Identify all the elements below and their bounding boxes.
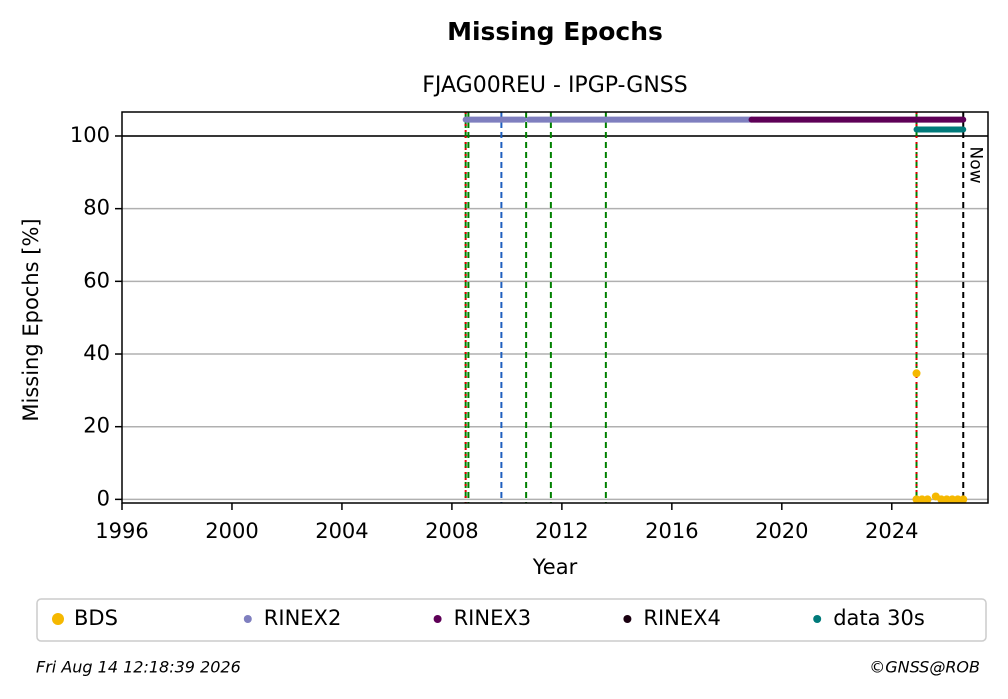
y-tick-label: 100 xyxy=(70,123,110,147)
legend-label: RINEX4 xyxy=(643,606,721,630)
data-point xyxy=(912,369,921,378)
x-axis-label: Year xyxy=(532,555,578,579)
y-tick-label: 60 xyxy=(83,268,110,292)
legend-label: RINEX3 xyxy=(454,606,532,630)
legend-marker xyxy=(243,615,252,623)
legend-label: RINEX2 xyxy=(264,606,342,630)
chart-subtitle: FJAG00REU - IPGP-GNSS xyxy=(422,73,687,98)
y-tick-label: 0 xyxy=(97,486,110,510)
footer-date: Fri Aug 14 12:18:39 2026 xyxy=(36,658,241,677)
legend-marker xyxy=(433,615,442,623)
data-point xyxy=(942,495,951,504)
x-tick-label: 2020 xyxy=(755,519,808,543)
x-tick-label: 2000 xyxy=(205,519,258,543)
legend-marker xyxy=(52,613,64,625)
y-tick-label: 80 xyxy=(83,196,110,220)
chart-title: Missing Epochs xyxy=(447,17,663,46)
legend-marker xyxy=(623,615,632,623)
data-point xyxy=(953,495,962,504)
event-label: Now xyxy=(965,146,985,183)
data-point xyxy=(912,495,921,504)
x-tick-label: 1996 xyxy=(95,519,148,543)
data-point xyxy=(948,495,957,504)
data-point xyxy=(959,495,968,504)
x-tick-label: 2016 xyxy=(645,519,698,543)
footer-credit: ©GNSS@ROB xyxy=(869,658,980,677)
x-tick-label: 2008 xyxy=(425,519,478,543)
x-tick-label: 2004 xyxy=(315,519,368,543)
data-point xyxy=(937,495,946,504)
y-tick-label: 20 xyxy=(83,414,110,438)
legend-box xyxy=(36,598,987,642)
plot-frame xyxy=(121,111,989,504)
legend-marker xyxy=(813,615,822,623)
legend-label: BDS xyxy=(74,606,118,630)
legend-label: data 30s xyxy=(833,606,925,630)
y-tick-label: 40 xyxy=(83,341,110,365)
data-point xyxy=(918,495,927,504)
x-tick-label: 2024 xyxy=(865,519,918,543)
x-tick-label: 2012 xyxy=(535,519,588,543)
y-axis-label: Missing Epochs [%] xyxy=(19,218,43,421)
data-point xyxy=(923,495,932,504)
